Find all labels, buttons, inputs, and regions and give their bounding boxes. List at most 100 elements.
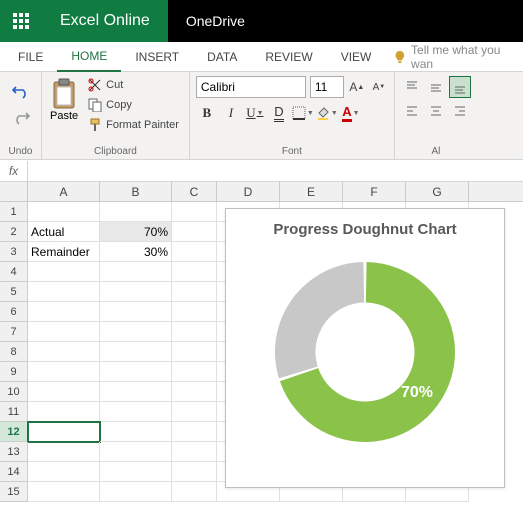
align-left-button[interactable]	[401, 100, 423, 122]
drive-name[interactable]: OneDrive	[168, 0, 263, 42]
select-all-corner[interactable]	[0, 182, 28, 201]
tab-home[interactable]: HOME	[57, 42, 121, 72]
row-header[interactable]: 13	[0, 442, 28, 462]
cell[interactable]	[100, 402, 172, 422]
row-header[interactable]: 15	[0, 482, 28, 502]
row-header[interactable]: 6	[0, 302, 28, 322]
column-header[interactable]: F	[343, 182, 406, 201]
cell[interactable]	[100, 482, 172, 502]
cell[interactable]	[172, 302, 217, 322]
align-top-button[interactable]	[401, 76, 423, 98]
cell[interactable]	[100, 442, 172, 462]
cell[interactable]	[172, 202, 217, 222]
italic-button[interactable]: I	[220, 102, 242, 124]
cell[interactable]	[172, 402, 217, 422]
tab-view[interactable]: VIEW	[327, 42, 386, 72]
column-header[interactable]: B	[100, 182, 172, 201]
tab-file[interactable]: FILE	[4, 42, 57, 72]
cell[interactable]	[28, 382, 100, 402]
font-size-select[interactable]	[310, 76, 344, 98]
cell[interactable]	[100, 262, 172, 282]
chart-object[interactable]: Progress Doughnut Chart 70%	[225, 208, 505, 488]
column-header[interactable]: E	[280, 182, 343, 201]
row-header[interactable]: 7	[0, 322, 28, 342]
row-header[interactable]: 2	[0, 222, 28, 242]
row-header[interactable]: 1	[0, 202, 28, 222]
align-right-button[interactable]	[449, 100, 471, 122]
row-header[interactable]: 12	[0, 422, 28, 442]
cell[interactable]	[28, 202, 100, 222]
redo-button[interactable]	[11, 106, 31, 126]
cell[interactable]	[100, 342, 172, 362]
cell[interactable]	[172, 482, 217, 502]
tell-me-search[interactable]: Tell me what you wan	[393, 43, 523, 71]
align-center-button[interactable]	[425, 100, 447, 122]
cell[interactable]: Remainder	[28, 242, 100, 262]
cell[interactable]	[28, 422, 100, 442]
tab-insert[interactable]: INSERT	[121, 42, 193, 72]
row-header[interactable]: 10	[0, 382, 28, 402]
underline-button[interactable]: U▼	[244, 102, 266, 124]
cell[interactable]	[172, 262, 217, 282]
cell[interactable]	[28, 402, 100, 422]
row-header[interactable]: 5	[0, 282, 28, 302]
cell[interactable]	[172, 242, 217, 262]
copy-button[interactable]: Copy	[84, 96, 183, 114]
row-header[interactable]: 8	[0, 342, 28, 362]
cell[interactable]	[28, 322, 100, 342]
cell[interactable]	[100, 322, 172, 342]
formula-input[interactable]	[28, 164, 523, 178]
column-header[interactable]: D	[217, 182, 280, 201]
font-color-button[interactable]: A▼	[340, 102, 362, 124]
cell[interactable]	[100, 282, 172, 302]
cell[interactable]: 30%	[100, 242, 172, 262]
cell[interactable]	[100, 462, 172, 482]
cell[interactable]	[172, 322, 217, 342]
app-launcher-button[interactable]	[0, 0, 42, 42]
cell[interactable]	[172, 362, 217, 382]
cell[interactable]	[28, 262, 100, 282]
row-header[interactable]: 3	[0, 242, 28, 262]
cell[interactable]	[172, 462, 217, 482]
tab-data[interactable]: DATA	[193, 42, 251, 72]
cell[interactable]	[28, 362, 100, 382]
shrink-font-button[interactable]: A▼	[370, 78, 388, 96]
align-middle-button[interactable]	[425, 76, 447, 98]
cell[interactable]	[28, 482, 100, 502]
cell[interactable]	[100, 362, 172, 382]
cell[interactable]	[172, 422, 217, 442]
cell[interactable]	[100, 302, 172, 322]
cell[interactable]	[172, 442, 217, 462]
cell[interactable]	[100, 202, 172, 222]
cell[interactable]	[28, 462, 100, 482]
column-header[interactable]: G	[406, 182, 469, 201]
column-header[interactable]: A	[28, 182, 100, 201]
cell[interactable]: 70%	[100, 222, 172, 242]
font-name-select[interactable]	[196, 76, 306, 98]
cell[interactable]	[28, 282, 100, 302]
cell[interactable]	[172, 282, 217, 302]
cell[interactable]	[172, 342, 217, 362]
cell[interactable]	[100, 382, 172, 402]
grow-font-button[interactable]: A▲	[348, 78, 366, 96]
row-header[interactable]: 4	[0, 262, 28, 282]
cell[interactable]	[172, 222, 217, 242]
row-header[interactable]: 9	[0, 362, 28, 382]
cell[interactable]	[28, 302, 100, 322]
row-header[interactable]: 14	[0, 462, 28, 482]
tab-review[interactable]: REVIEW	[251, 42, 326, 72]
fx-label[interactable]: fx	[0, 161, 28, 181]
borders-button[interactable]: ▼	[292, 102, 314, 124]
cell[interactable]: Actual	[28, 222, 100, 242]
cell[interactable]	[28, 342, 100, 362]
paste-button[interactable]: Paste	[48, 76, 80, 144]
cell[interactable]	[28, 442, 100, 462]
fill-color-button[interactable]: ▼	[316, 102, 338, 124]
double-underline-button[interactable]: D	[268, 102, 290, 124]
bold-button[interactable]: B	[196, 102, 218, 124]
format-painter-button[interactable]: Format Painter	[84, 116, 183, 134]
align-bottom-button[interactable]	[449, 76, 471, 98]
row-header[interactable]: 11	[0, 402, 28, 422]
cell[interactable]	[100, 422, 172, 442]
cut-button[interactable]: Cut	[84, 76, 183, 94]
